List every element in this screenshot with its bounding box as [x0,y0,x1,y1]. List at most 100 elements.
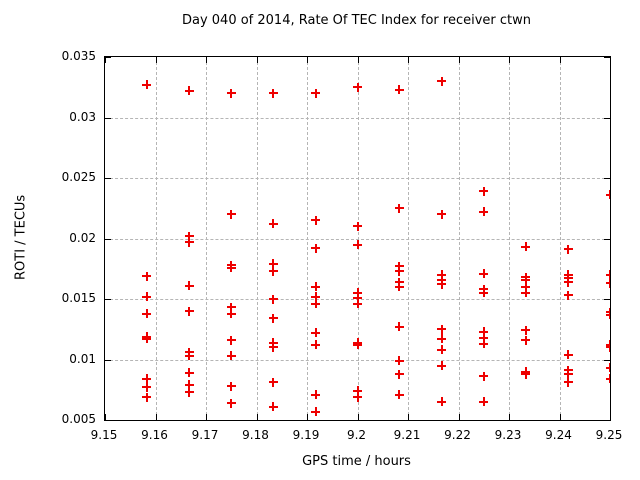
data-point-marker [353,240,362,250]
data-point-marker [437,270,447,280]
x-tick-mark [509,414,510,420]
gridline-horizontal [105,178,610,179]
data-point-marker [142,374,152,384]
y-tick-label: 0.035 [61,49,96,63]
data-point-marker [184,231,194,241]
data-point-marker [268,338,278,348]
data-point-marker [437,209,447,219]
data-point-marker [437,397,447,407]
data-point-marker [353,340,362,350]
data-point-marker [311,407,321,417]
data-point-marker [479,288,489,298]
data-point-marker [142,334,152,344]
x-tick-label: 9.21 [393,428,421,442]
x-tick-label: 9.16 [141,428,168,442]
data-point-marker [605,342,610,352]
data-point-marker [184,368,194,378]
x-tick-mark [256,57,258,63]
data-point-marker [226,263,236,273]
data-point-marker [479,397,489,407]
x-tick-label: 9.22 [444,428,471,442]
data-point-marker [142,382,152,392]
data-point-marker [394,322,404,332]
gridline-horizontal [105,238,610,240]
y-tick-mark [105,238,111,240]
x-tick-mark [155,414,157,420]
data-point-marker [394,203,404,213]
data-point-marker [226,335,236,345]
x-tick-mark [458,414,460,420]
y-tick-mark [105,117,111,119]
data-point-marker [353,288,362,298]
data-point-marker [521,282,531,292]
data-point-marker [268,402,278,412]
data-point-marker [521,325,531,335]
x-tick-mark [357,57,359,63]
data-point-marker [437,324,447,334]
x-tick-mark [105,57,106,63]
data-point-marker [437,275,447,285]
data-point-marker [268,266,278,276]
data-point-marker [226,309,236,319]
y-tick-mark [105,420,111,421]
x-tick-label: 9.19 [292,428,320,442]
data-point-marker [142,309,152,319]
data-point-marker [353,299,362,309]
data-point-marker [268,342,278,352]
x-tick-label: 9.23 [494,428,522,442]
data-point-marker [268,88,278,98]
x-tick-mark [105,414,106,420]
y-tick-label: 0.015 [61,291,96,305]
data-point-marker [521,288,531,298]
data-point-marker [437,361,447,371]
data-point-marker [521,335,531,345]
chart-title: Day 040 of 2014, Rate Of TEC Index for r… [181,13,532,28]
data-point-marker [226,302,236,312]
data-point-marker [394,266,404,276]
data-point-marker [268,259,278,269]
data-point-marker [437,279,447,289]
y-tick-mark [105,299,111,300]
data-point-marker [353,293,362,303]
y-tick-label: 0.03 [69,109,96,124]
data-point-marker [226,398,236,408]
data-point-marker [226,351,236,361]
data-point-marker [268,294,278,304]
y-tick-label: 0.01 [69,351,96,366]
data-point-marker [311,215,321,225]
x-tick-mark [509,57,510,63]
gridline-horizontal [105,359,610,361]
y-tick-mark [105,57,111,58]
data-point-marker [184,237,194,247]
x-tick-mark [307,414,308,420]
data-point-marker [142,292,152,302]
data-point-marker [479,339,489,349]
data-point-marker [226,381,236,391]
data-point-marker [479,207,489,217]
data-point-marker [605,278,610,288]
data-point-marker [437,334,447,344]
y-tick-mark [604,57,610,58]
y-tick-mark [105,178,111,179]
x-tick-mark [458,57,460,63]
data-point-marker [226,209,236,219]
data-point-marker [605,270,610,280]
data-point-marker [353,386,362,396]
data-point-marker [437,76,447,86]
data-point-marker [311,88,321,98]
y-tick-mark [604,420,610,421]
x-tick-label: 9.25 [595,428,623,442]
data-point-marker [142,80,152,90]
x-tick-mark [357,414,359,420]
data-point-marker [479,333,489,343]
x-tick-label: 9.17 [191,428,219,442]
data-point-marker [311,292,321,302]
data-point-marker [184,281,194,291]
x-tick-label: 9.2 [346,428,367,442]
data-point-marker [563,290,573,300]
data-point-marker [394,282,404,292]
data-point-marker [479,186,489,196]
data-point-marker [563,369,573,379]
x-tick-mark [408,414,409,420]
